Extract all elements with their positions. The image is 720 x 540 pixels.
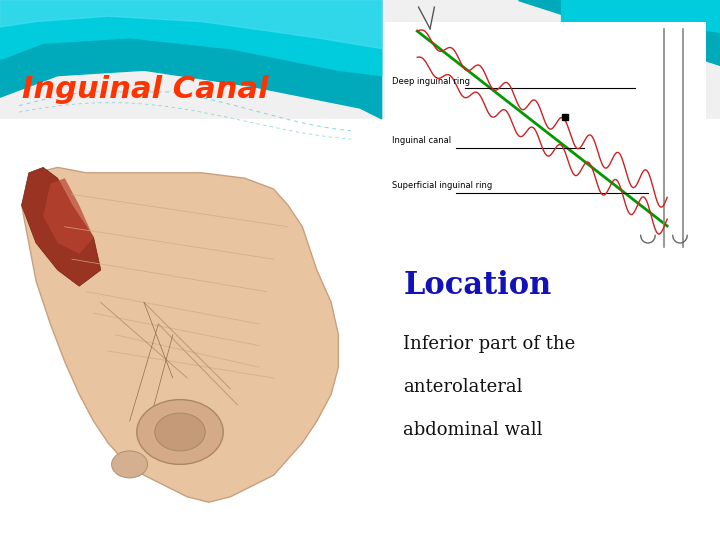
Polygon shape [562, 0, 720, 32]
Polygon shape [0, 0, 382, 119]
Polygon shape [22, 167, 338, 502]
Polygon shape [22, 167, 101, 286]
Text: abdominal wall: abdominal wall [403, 421, 543, 439]
Circle shape [155, 413, 205, 451]
Circle shape [112, 451, 148, 478]
Polygon shape [0, 0, 382, 76]
Text: Superficial inguinal ring: Superficial inguinal ring [392, 181, 492, 190]
Polygon shape [0, 119, 720, 540]
Text: Deep inguinal ring: Deep inguinal ring [392, 77, 469, 86]
Polygon shape [43, 178, 94, 254]
Polygon shape [518, 0, 720, 65]
Circle shape [137, 400, 223, 464]
Bar [385, 22, 706, 259]
Text: Location: Location [403, 270, 552, 301]
Text: Inguinal canal: Inguinal canal [392, 136, 451, 145]
Text: Inferior part of the: Inferior part of the [403, 335, 575, 353]
Polygon shape [0, 0, 382, 49]
Text: anterolateral: anterolateral [403, 378, 523, 396]
Text: Inguinal Canal: Inguinal Canal [22, 75, 269, 104]
